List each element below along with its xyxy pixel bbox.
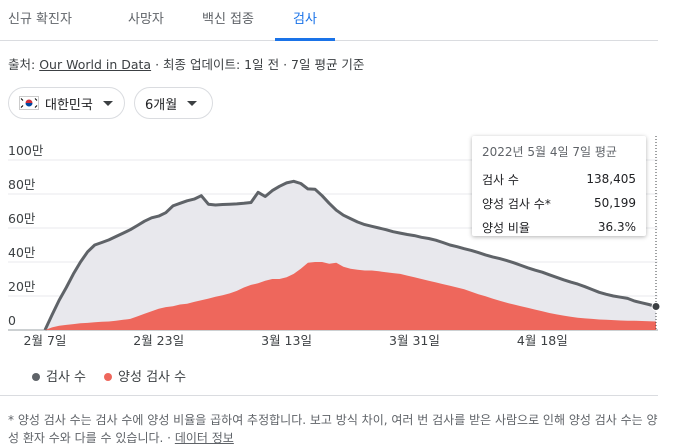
- legend-item: 양성 검사 수: [104, 366, 186, 385]
- tooltip-row: 양성 검사 수* 50,199: [482, 191, 636, 215]
- tooltip-label: 검사 수: [482, 172, 519, 187]
- tab[interactable]: 사망자: [128, 12, 164, 27]
- tooltip-label: 양성 검사 수*: [482, 196, 551, 211]
- tooltip-value: 138,405: [586, 172, 636, 186]
- caret: [102, 100, 113, 106]
- footnote-link[interactable]: 데이터 정보: [174, 431, 234, 445]
- tab-bar: 신규 확진자 사망자 백신 접종 검사: [0, 0, 658, 41]
- y-tick-label: 20만: [8, 279, 36, 294]
- tooltip-value: 50,199: [594, 196, 636, 210]
- y-tick-label: 40만: [8, 245, 36, 260]
- dropdown-label: 대한민국: [45, 97, 93, 113]
- source-prefix: 출처:: [8, 57, 36, 72]
- legend-dot: [104, 373, 113, 381]
- tab-selected[interactable]: 검사: [275, 8, 335, 41]
- range-dropdown[interactable]: 6개월: [134, 87, 213, 119]
- area: [45, 262, 656, 330]
- tab[interactable]: 신규 확진자: [8, 12, 72, 27]
- x-tick-label: 3월 31일: [389, 333, 440, 348]
- tooltip-row: 검사 수 138,405: [482, 167, 636, 191]
- tooltip-title: 2022년 5월 4일 7일 평균: [482, 145, 617, 159]
- legend-label: 검사 수: [46, 370, 87, 385]
- y-tick-label: 100만: [8, 143, 44, 158]
- dropdown-label: 6개월: [145, 97, 178, 113]
- legend-label: 양성 검사 수: [118, 370, 187, 385]
- tooltip-value: 36.3%: [597, 220, 636, 234]
- y-tick-label: 60만: [8, 211, 36, 226]
- tab[interactable]: 백신 접종: [202, 12, 254, 27]
- caret: [187, 100, 198, 106]
- flag-icon: [19, 96, 39, 110]
- x-tick-label: 4월 18일: [517, 333, 568, 348]
- source-line: 출처: Our World in Data · 최종 업데이트: 1일 전 · …: [8, 54, 364, 73]
- y-tick-label: 80만: [8, 177, 36, 192]
- tooltip-row: 양성 비율 36.3%: [482, 215, 636, 239]
- separator: [0, 395, 658, 396]
- tooltip: 2022년 5월 4일 7일 평균 검사 수 138,405 양성 검사 수* 50…: [472, 136, 646, 236]
- source-link[interactable]: Our World in Data: [39, 57, 152, 72]
- chart: 0 20만 40만 60만 80만 100만 2월 7일 2월 23일 3월 13일 3월 31일…: [8, 136, 661, 348]
- y-tick-label: 0: [8, 313, 16, 328]
- x-tick-label: 2월 23일: [133, 333, 184, 348]
- footnote-text: * 양성 검사 수는 검사 수에 양성 비율을 곱하여 추정합니다. 보고 방식…: [8, 413, 658, 445]
- legend-item: 검사 수: [32, 366, 86, 385]
- source-suffix: · 최종 업데이트: 1일 전 · 7일 평균 기준: [155, 57, 365, 72]
- tooltip-label: 양성 비율: [482, 220, 530, 235]
- x-tick-label: 3월 13일: [261, 333, 312, 348]
- legend-dot: [32, 373, 40, 381]
- legend: 검사 수 양성 검사 수: [32, 366, 186, 385]
- line: [43, 179, 657, 331]
- area: [45, 181, 656, 330]
- hover-dot: [651, 301, 661, 311]
- x-tick-label: 2월 7일: [24, 333, 67, 348]
- footnote: * 양성 검사 수는 검사 수에 양성 비율을 곱하여 추정합니다. 보고 방식…: [8, 411, 658, 447]
- country-dropdown[interactable]: 대한민국: [8, 87, 125, 119]
